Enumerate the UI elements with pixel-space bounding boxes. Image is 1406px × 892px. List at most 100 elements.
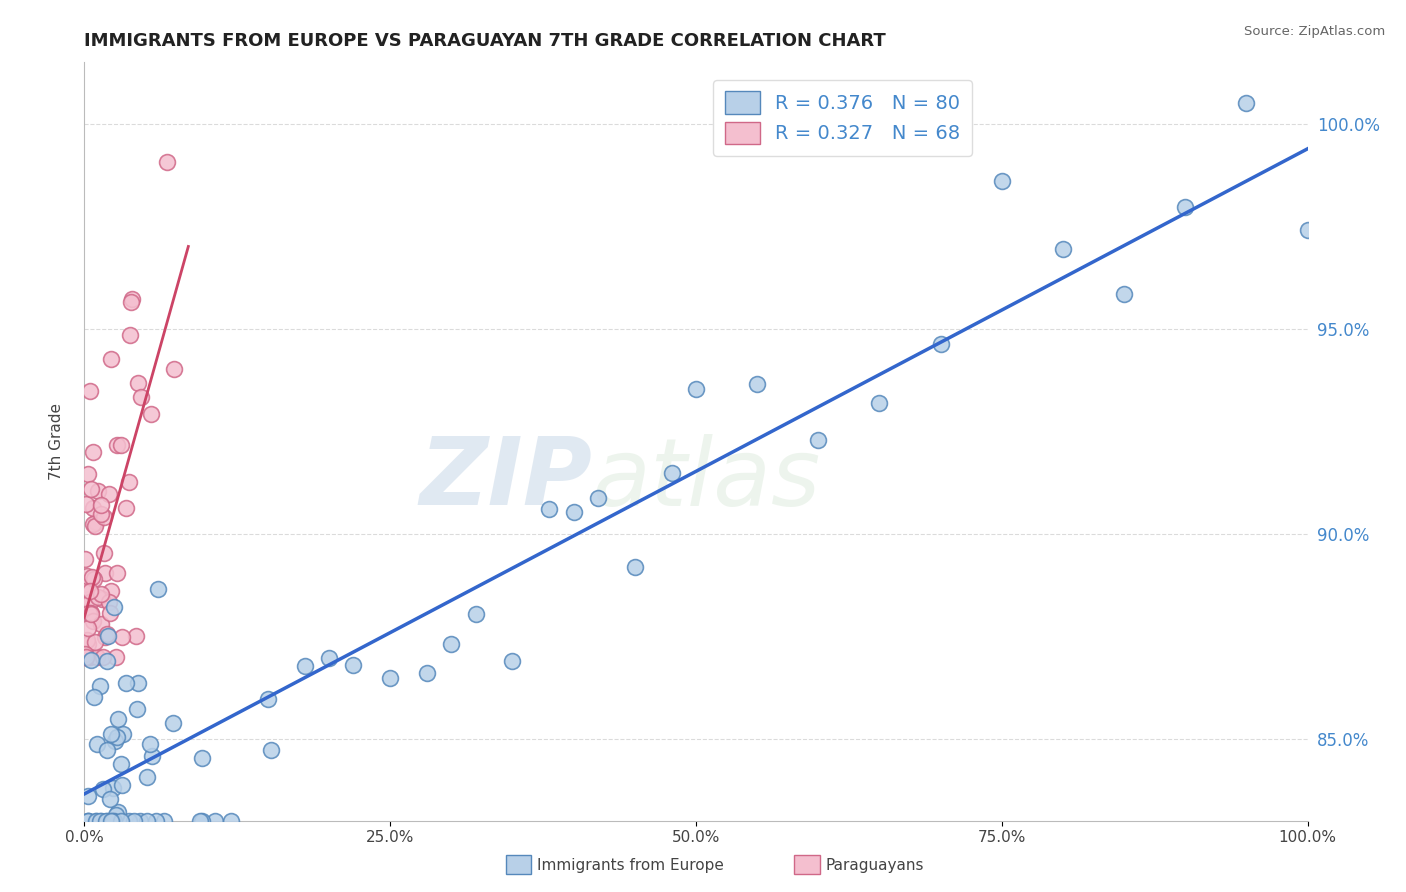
Point bbox=[84, 516, 107, 530]
Point bbox=[91, 782, 114, 797]
Text: Immigrants from Europe: Immigrants from Europe bbox=[537, 858, 724, 872]
Point bbox=[96, 743, 118, 757]
Point bbox=[98, 607, 121, 621]
Point bbox=[120, 327, 142, 342]
Point bbox=[103, 600, 125, 615]
Point bbox=[118, 475, 141, 489]
Point bbox=[98, 487, 121, 501]
Point bbox=[86, 737, 108, 751]
Text: Source: ZipAtlas.com: Source: ZipAtlas.com bbox=[1244, 25, 1385, 38]
Point bbox=[73, 581, 96, 595]
Point bbox=[83, 690, 105, 704]
Point bbox=[747, 377, 769, 392]
Point bbox=[135, 814, 157, 828]
Point bbox=[190, 814, 212, 828]
Point bbox=[83, 572, 105, 586]
Point bbox=[145, 814, 167, 828]
Point bbox=[464, 607, 486, 621]
Point bbox=[77, 814, 100, 828]
Point bbox=[114, 500, 136, 515]
Point bbox=[586, 491, 609, 505]
Point bbox=[136, 771, 159, 785]
Point bbox=[90, 591, 112, 606]
Point bbox=[79, 595, 101, 609]
Point bbox=[139, 407, 162, 421]
Point bbox=[502, 654, 524, 668]
Point bbox=[94, 814, 117, 828]
Text: ZIP: ZIP bbox=[419, 434, 592, 525]
Point bbox=[82, 500, 104, 515]
Point bbox=[96, 627, 118, 641]
Text: Paraguayans: Paraguayans bbox=[825, 858, 924, 872]
Point bbox=[163, 361, 186, 376]
Point bbox=[807, 434, 830, 448]
Point bbox=[77, 467, 100, 481]
Point bbox=[100, 814, 122, 828]
Point bbox=[624, 560, 647, 574]
Point bbox=[82, 614, 104, 628]
Point bbox=[82, 516, 104, 531]
Point bbox=[76, 633, 98, 648]
Point bbox=[79, 482, 101, 496]
Point bbox=[77, 814, 100, 828]
Point bbox=[416, 666, 439, 681]
Text: atlas: atlas bbox=[592, 434, 820, 525]
Point bbox=[97, 629, 120, 643]
Point bbox=[118, 814, 141, 828]
Point bbox=[155, 154, 177, 169]
Point bbox=[1236, 96, 1258, 111]
Point bbox=[100, 792, 122, 806]
Point bbox=[105, 566, 128, 581]
Point bbox=[76, 569, 98, 583]
Point bbox=[90, 616, 112, 631]
Point bbox=[100, 814, 122, 828]
Point bbox=[685, 382, 707, 396]
Point bbox=[84, 814, 107, 828]
Point bbox=[107, 712, 129, 726]
Point bbox=[105, 731, 128, 745]
Point bbox=[77, 637, 100, 651]
Point bbox=[110, 438, 132, 452]
Point bbox=[929, 337, 952, 351]
Point bbox=[77, 621, 100, 635]
Point bbox=[82, 445, 104, 459]
Point bbox=[1296, 223, 1319, 237]
Point bbox=[111, 631, 134, 645]
Point bbox=[104, 734, 127, 748]
Point bbox=[84, 519, 107, 533]
Point bbox=[318, 651, 340, 665]
Point bbox=[115, 676, 138, 690]
Point bbox=[96, 654, 118, 668]
Point bbox=[125, 629, 148, 643]
Point bbox=[94, 566, 117, 580]
Point bbox=[120, 295, 142, 310]
Point bbox=[112, 727, 135, 741]
Legend: R = 0.376   N = 80, R = 0.327   N = 68: R = 0.376 N = 80, R = 0.327 N = 68 bbox=[713, 79, 973, 156]
Point bbox=[440, 637, 463, 651]
Point bbox=[93, 546, 115, 560]
Point bbox=[661, 466, 683, 480]
Point bbox=[75, 649, 97, 664]
Point bbox=[82, 570, 104, 584]
Point bbox=[77, 649, 100, 664]
Point bbox=[80, 606, 103, 620]
Point bbox=[380, 671, 402, 685]
Point bbox=[127, 376, 149, 391]
Point bbox=[141, 748, 163, 763]
Point bbox=[191, 751, 214, 765]
Point bbox=[80, 653, 103, 667]
Point bbox=[125, 702, 148, 716]
Point bbox=[75, 497, 97, 511]
Point bbox=[162, 716, 184, 731]
Point bbox=[103, 814, 125, 828]
Point bbox=[75, 649, 97, 664]
Point bbox=[869, 395, 891, 409]
Point bbox=[94, 631, 117, 645]
Point bbox=[105, 438, 128, 452]
Point bbox=[148, 582, 170, 597]
Point bbox=[77, 606, 100, 620]
Point bbox=[77, 789, 100, 804]
Point bbox=[1174, 200, 1197, 214]
Point bbox=[83, 635, 105, 649]
Point bbox=[127, 676, 149, 690]
